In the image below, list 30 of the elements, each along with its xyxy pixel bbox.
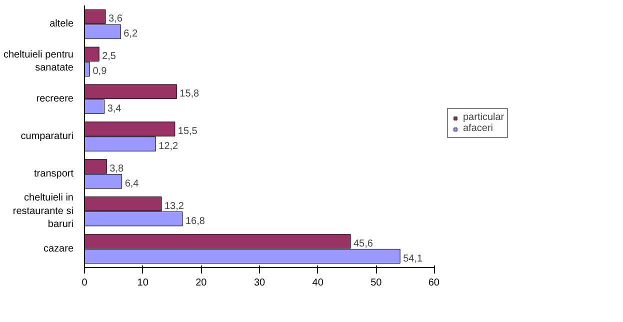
data-label: 12,2 [158,140,179,152]
data-label: 6,2 [124,28,138,40]
data-label: 3,4 [107,104,122,115]
legend-label: afaceri [463,123,494,134]
y-tick-label: transport [34,168,74,180]
data-label: 16,8 [186,216,206,227]
x-tick-label: 10 [137,278,149,288]
legend-label: particular [463,112,504,123]
data-label: 15,8 [180,88,200,100]
data-label: 0,9 [92,66,108,78]
data-label: 45,6 [354,238,374,250]
y-tick-label: cheltuieli pentru sanatate [3,50,74,74]
data-label: 2,5 [102,51,116,62]
x-tick-label: 30 [254,278,266,288]
y-tick-label: recreere [36,94,74,105]
x-tick-label: 0 [82,278,88,288]
y-tick-label: cheltuieli in restaurante si baruri [12,192,74,230]
x-tick-label: 40 [312,278,324,288]
data-label: 3,8 [110,163,124,174]
data-label: 3,6 [108,14,123,25]
x-tick-label: 60 [428,278,440,288]
data-label: 13,2 [164,200,184,212]
x-tick-label: 20 [196,278,208,288]
y-tick-label: cazare [43,243,74,254]
x-tick-label: 50 [370,278,382,288]
y-tick-label: altele [50,18,74,30]
y-tick-label: cumparaturi [20,131,74,142]
data-label: 6,4 [124,178,140,190]
data-label: 54,1 [403,253,423,264]
data-label: 15,5 [178,126,198,138]
